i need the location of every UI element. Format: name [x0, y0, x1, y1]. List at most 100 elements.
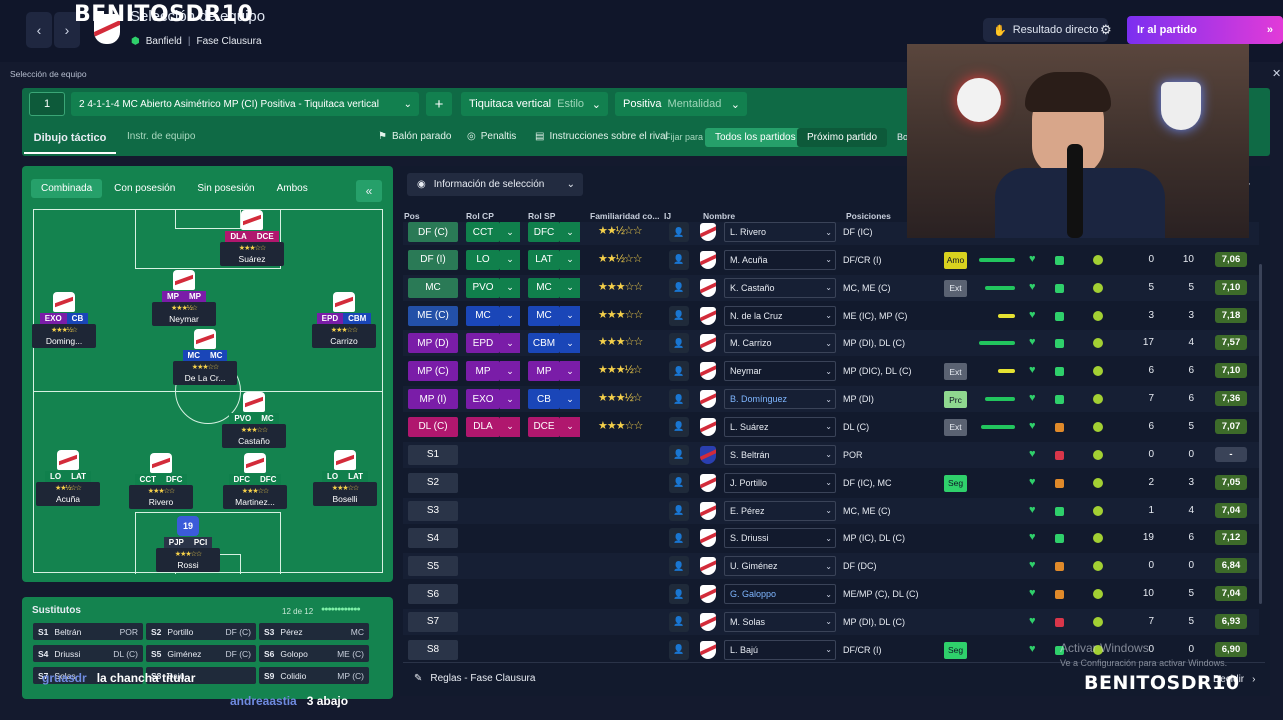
chevron-down-icon[interactable]: ⌄	[560, 416, 580, 437]
role-ip-select[interactable]: CCT	[466, 222, 500, 242]
pitch-player[interactable]: DFC DFC ★★★☆☆ Martinez...	[217, 453, 293, 509]
collapse-icon[interactable]: «	[356, 180, 382, 202]
position-box[interactable]: S3	[408, 500, 458, 521]
person-icon[interactable]: 👤	[669, 277, 689, 298]
pitch-player[interactable]: 19 PJP PCI ★★★☆☆ Rossi	[150, 516, 226, 572]
position-box[interactable]: DL (C)	[408, 416, 458, 437]
player-name-select[interactable]: S. Beltrán ⌄	[724, 444, 836, 465]
player-name-select[interactable]: L. Bajú ⌄	[724, 639, 836, 660]
table-row[interactable]: S6 👤 G. Galoppo ⌄ ME/MP (C), DL (C) ♥ 10 5 7,04	[0, 581, 1283, 607]
sub-slot[interactable]: S2 Portillo DF (C)	[146, 623, 256, 640]
role-ip-select[interactable]: MP	[466, 361, 500, 382]
table-row[interactable]: DL (C) DLA ⌄ DCE ⌄ ★★★☆☆ 👤 L. Suárez ⌄ DL (C) Ext ♥…	[0, 414, 1283, 440]
chevron-down-icon[interactable]: ⌄	[560, 389, 580, 410]
position-box[interactable]: S1	[408, 444, 458, 465]
col-ij[interactable]: IJ	[664, 211, 672, 221]
position-box[interactable]: MP (D)	[408, 333, 458, 354]
truncated-button[interactable]: Bo	[897, 132, 909, 142]
role-op-select[interactable]: DCE	[528, 416, 560, 437]
table-row[interactable]: MP (C) MP ⌄ MP ⌄ ★★★½☆ 👤 Neymar ⌄ MP (DIC), DL (C…	[0, 358, 1283, 384]
pitch-player[interactable]: PVO MC ★★★☆☆ Castaño	[216, 392, 292, 448]
person-icon[interactable]: 👤	[669, 500, 689, 521]
player-name-select[interactable]: G. Galoppo ⌄	[724, 584, 836, 605]
sub-slot[interactable]: S6 Golopo ME (C)	[259, 645, 369, 662]
scrollbar[interactable]	[1259, 264, 1262, 604]
player-name-select[interactable]: E. Pérez ⌄	[724, 500, 836, 521]
table-row[interactable]: S5 👤 U. Giménez ⌄ DF (DC) ♥ 0 0 6,84	[0, 553, 1283, 580]
table-row[interactable]: MP (I) EXO ⌄ CB ⌄ ★★★½☆ 👤 B. Domínguez ⌄ MP (DI) P…	[0, 386, 1283, 413]
position-box[interactable]: S5	[408, 556, 458, 577]
person-icon[interactable]: 👤	[669, 444, 689, 465]
pitch-player[interactable]: EPD CBM ★★★☆☆ Carrizo	[306, 292, 382, 348]
pitch-player[interactable]: MC MC ★★★☆☆ De La Cr...	[167, 329, 243, 385]
role-op-select[interactable]: LAT	[528, 249, 560, 270]
next-match-toggle[interactable]: Próximo partido	[797, 128, 888, 147]
player-name-select[interactable]: J. Portillo ⌄	[724, 472, 836, 493]
role-ip-select[interactable]: MC	[466, 305, 500, 326]
sub-slot[interactable]: S9 Colidio MP (C)	[259, 667, 369, 684]
live-result-button[interactable]: ✋ Resultado directo	[983, 18, 1109, 42]
player-name-select[interactable]: L. Suárez ⌄	[724, 416, 836, 437]
chevron-down-icon[interactable]: ⌄	[560, 361, 580, 382]
role-op-select[interactable]: MC	[528, 277, 560, 298]
pitch-player[interactable]: EXO CB ★★★½☆ Doming...	[26, 292, 102, 348]
rules-link[interactable]: ✎ Reglas - Fase Clausura	[414, 673, 536, 684]
person-icon[interactable]: 👤	[669, 611, 689, 632]
close-icon[interactable]: ✕	[1272, 68, 1282, 80]
table-row[interactable]: S3 👤 E. Pérez ⌄ MC, ME (C) ♥ 1 4 7,04	[0, 497, 1283, 524]
player-name-select[interactable]: N. de la Cruz ⌄	[724, 305, 836, 326]
role-ip-select[interactable]: DLA	[466, 416, 500, 437]
position-box[interactable]: DF (C)	[408, 222, 458, 242]
col-role-ip[interactable]: Rol CP	[466, 211, 494, 221]
position-box[interactable]: MC	[408, 277, 458, 298]
tactic-slot[interactable]: 1	[29, 92, 65, 116]
formation-select[interactable]: 2 4-1-1-4 MC Abierto Asimétrico MP (CI) …	[71, 92, 419, 116]
penalties-button[interactable]: ◎ Penaltis	[467, 131, 517, 142]
all-matches-toggle[interactable]: Todos los partidos	[705, 128, 806, 147]
table-row[interactable]: MP (D) EPD ⌄ CBM ⌄ ★★★☆☆ 👤 M. Carrizo ⌄ MP (DI), …	[0, 330, 1283, 357]
tab-in-possession[interactable]: Con posesión	[114, 183, 176, 194]
chevron-down-icon[interactable]: ⌄	[500, 305, 520, 326]
col-familiarity[interactable]: Familiaridad co...	[590, 211, 660, 221]
position-box[interactable]: MP (C)	[408, 361, 458, 382]
role-op-select[interactable]: MC	[528, 305, 560, 326]
sub-slot[interactable]: S5 Giménez DF (C)	[146, 645, 256, 662]
position-box[interactable]: S6	[408, 584, 458, 605]
chevron-down-icon[interactable]: ⌄	[500, 333, 520, 354]
person-icon[interactable]: 👤	[669, 361, 689, 382]
person-icon[interactable]: 👤	[669, 249, 689, 270]
sub-slot[interactable]: S7 Solas	[33, 667, 143, 684]
role-ip-select[interactable]: LO	[466, 249, 500, 270]
position-box[interactable]: DF (I)	[408, 249, 458, 270]
col-name[interactable]: Nombre	[703, 211, 736, 221]
person-icon[interactable]: 👤	[669, 305, 689, 326]
table-row[interactable]: ME (C) MC ⌄ MC ⌄ ★★★☆☆ 👤 N. de la Cruz ⌄ ME (IC),…	[0, 303, 1283, 329]
pitch-player[interactable]: CCT DFC ★★★☆☆ Rivero	[123, 453, 199, 509]
person-icon[interactable]: 👤	[669, 639, 689, 660]
position-box[interactable]: S7	[408, 611, 458, 632]
pitch-player[interactable]: LO LAT ★★★☆☆ Boselli	[307, 450, 383, 506]
person-icon[interactable]: 👤	[669, 333, 689, 354]
player-name-select[interactable]: Neymar ⌄	[724, 361, 836, 382]
gear-icon[interactable]: ⚙	[1100, 22, 1112, 37]
player-name-select[interactable]: M. Carrizo ⌄	[724, 333, 836, 354]
pitch-player[interactable]: MP MP ★★★½☆ Neymar	[146, 270, 222, 326]
col-positions[interactable]: Posiciones	[846, 211, 891, 221]
col-role-op[interactable]: Rol SP	[528, 211, 556, 221]
role-op-select[interactable]: MP	[528, 361, 560, 382]
table-row[interactable]: S8 👤 L. Bajú ⌄ DF/CR (I) Seg ♥ 0 0 6,90	[0, 637, 1283, 662]
role-op-select[interactable]: CBM	[528, 333, 560, 354]
tab-team-instructions[interactable]: Instr. de equipo	[127, 131, 196, 142]
person-icon[interactable]: 👤	[669, 584, 689, 605]
selection-info-select[interactable]: ◉ Información de selección ⌄	[407, 173, 583, 196]
tab-combined[interactable]: Combinada	[31, 179, 103, 198]
chevron-down-icon[interactable]: ⌄	[560, 249, 580, 270]
back-button[interactable]: ‹	[26, 12, 52, 48]
chevron-down-icon[interactable]: ⌄	[560, 333, 580, 354]
pitch-player[interactable]: DLA DCE ★★★☆☆ Suárez	[214, 210, 290, 266]
player-name-select[interactable]: L. Rivero ⌄	[724, 222, 836, 242]
position-box[interactable]: ME (C)	[408, 305, 458, 326]
add-tactic-button[interactable]: +	[426, 92, 452, 116]
role-op-select[interactable]: CB	[528, 389, 560, 410]
player-name-select[interactable]: U. Giménez ⌄	[724, 556, 836, 577]
